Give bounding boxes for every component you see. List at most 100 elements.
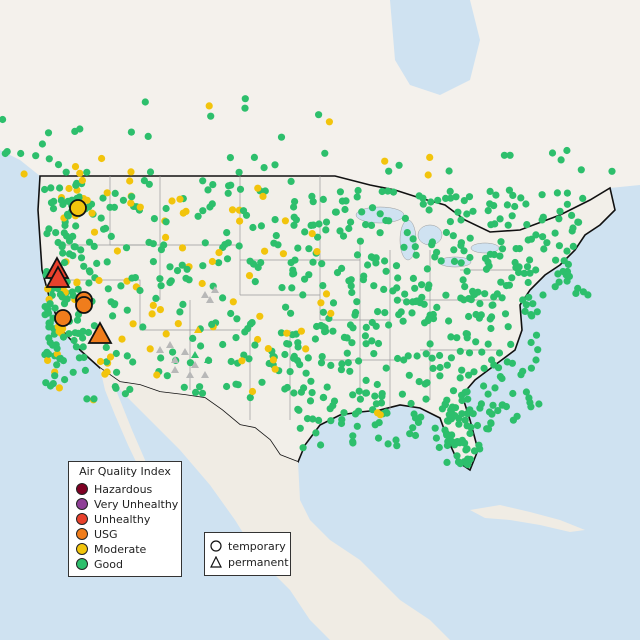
monitor-marker (73, 316, 82, 324)
good-monitor-marker (460, 296, 468, 304)
monitor-marker (246, 394, 254, 402)
monitor-marker (43, 348, 51, 356)
good-monitor-marker (470, 447, 479, 455)
good-monitor-marker (553, 189, 562, 197)
good-monitor-marker (451, 412, 459, 420)
monitor-marker (60, 259, 69, 267)
monitor-marker (81, 366, 89, 374)
good-monitor-marker (415, 378, 423, 386)
good-monitor-marker (370, 282, 378, 290)
good-monitor-marker (495, 349, 504, 357)
good-monitor-marker (443, 431, 451, 439)
good-monitor-marker (393, 442, 401, 450)
monitor-marker (162, 204, 170, 213)
good-monitor-marker (464, 395, 472, 403)
good-monitor-marker (353, 298, 361, 306)
monitor-marker (157, 354, 165, 362)
monitor-marker (107, 232, 115, 240)
monitor-marker (286, 368, 294, 376)
good-monitor-marker (466, 234, 474, 242)
good-monitor-marker (457, 216, 465, 224)
good-monitor-marker (306, 397, 315, 405)
moderate-monitor-marker (168, 197, 176, 205)
good-monitor-marker (418, 281, 426, 289)
monitor-marker (55, 327, 63, 336)
monitor-marker (199, 262, 207, 270)
monitor-marker (71, 329, 79, 337)
monitor-marker (174, 320, 182, 328)
good-monitor-marker (511, 202, 519, 211)
legend-label: USG (94, 527, 118, 541)
usg-circle-marker (54, 309, 72, 327)
good-monitor-marker (411, 243, 419, 251)
monitor-marker (277, 133, 286, 141)
monitor-marker (445, 167, 453, 175)
monitor-marker (156, 275, 164, 283)
good-monitor-marker (460, 247, 468, 255)
monitor-marker (232, 334, 240, 342)
monitor-marker (90, 322, 98, 330)
monitor-marker (290, 354, 298, 362)
good-monitor-marker (498, 245, 507, 253)
good-monitor-marker (287, 309, 295, 317)
good-monitor-marker (422, 395, 430, 403)
good-monitor-marker (302, 369, 310, 377)
monitor-marker (103, 358, 111, 366)
good-monitor-marker (475, 441, 483, 449)
good-monitor-marker (508, 274, 516, 282)
hudson-bay (390, 0, 480, 95)
monitor-marker (64, 197, 72, 205)
monitor-marker (238, 357, 246, 365)
monitor-marker (65, 250, 74, 258)
monitor-marker (85, 238, 94, 246)
monitor-marker (381, 157, 389, 165)
good-monitor-marker (340, 409, 348, 417)
good-monitor-marker (344, 359, 352, 367)
monitor-marker (60, 229, 68, 237)
hazardous-swatch-icon (76, 483, 88, 495)
good-monitor-marker (408, 309, 416, 317)
good-monitor-marker (431, 424, 439, 432)
good-monitor-marker (568, 211, 576, 219)
triangle-icon (210, 556, 222, 568)
monitor-marker (271, 216, 279, 224)
monitor-marker (49, 341, 57, 349)
monitor-marker (52, 229, 60, 237)
monitor-marker (102, 224, 110, 232)
monitor-marker (61, 221, 69, 230)
good-monitor-marker (319, 195, 327, 203)
good-monitor-marker (337, 366, 345, 374)
good-monitor-marker (554, 270, 562, 278)
monitor-marker (126, 177, 134, 185)
monitor-marker (215, 249, 223, 257)
good-monitor-marker (445, 317, 453, 325)
moderate-monitor-marker (302, 345, 310, 353)
monitor-marker (290, 389, 298, 397)
good-monitor-marker (398, 390, 406, 398)
monitor-marker (283, 340, 291, 348)
monitor-marker (176, 195, 184, 203)
good-monitor-marker (466, 455, 474, 463)
good-monitor-marker (312, 429, 320, 437)
good-monitor-marker (520, 269, 528, 277)
good-monitor-marker (406, 430, 414, 438)
good-monitor-marker (314, 233, 322, 241)
monitor-marker (49, 205, 58, 213)
monitor-marker (236, 185, 245, 193)
good-monitor-marker (534, 346, 542, 354)
state-lines (50, 176, 520, 420)
good-monitor-marker (543, 239, 551, 247)
monitor-marker (62, 168, 70, 176)
monitor-marker (162, 233, 170, 241)
monitor-marker (208, 320, 216, 328)
monitor-marker (208, 257, 216, 266)
monitor-marker (279, 250, 287, 258)
good-monitor-marker (529, 300, 537, 308)
good-monitor-marker (329, 299, 338, 307)
good-monitor-marker (484, 390, 492, 398)
monitor-marker (148, 310, 156, 318)
good-monitor-marker (294, 343, 302, 351)
no-data-monitor-marker (191, 351, 199, 358)
good-monitor-marker (296, 361, 304, 369)
good-monitor-marker (367, 253, 375, 261)
